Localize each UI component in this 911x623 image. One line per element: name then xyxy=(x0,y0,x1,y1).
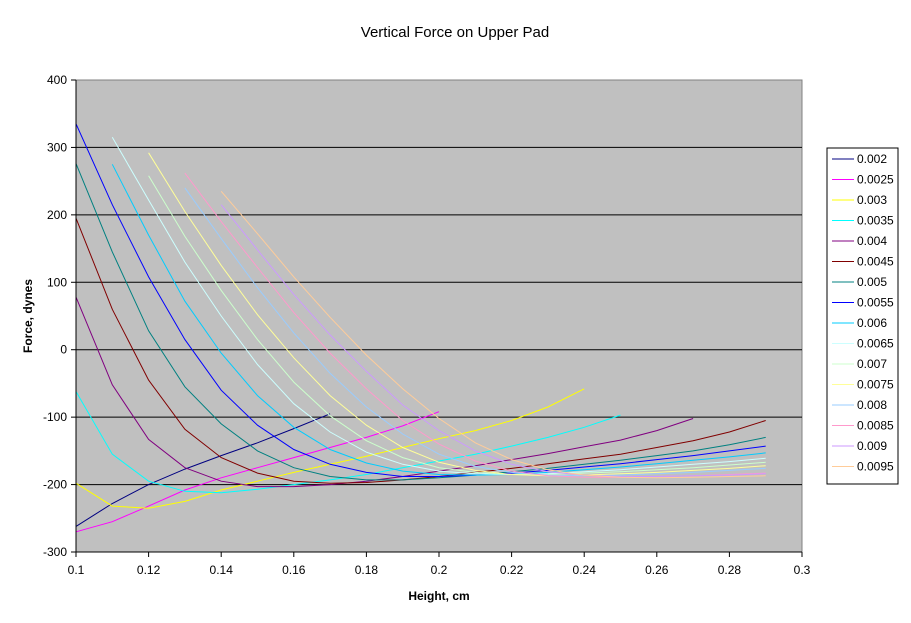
legend-label: 0.0075 xyxy=(857,378,894,392)
x-tick-label: 0.24 xyxy=(573,563,597,577)
plot-area xyxy=(75,79,803,553)
legend-label: 0.0025 xyxy=(857,173,894,187)
series-line-0.0025 xyxy=(75,411,440,533)
x-tick-label: 0.18 xyxy=(355,563,379,577)
legend-label: 0.008 xyxy=(857,398,887,412)
legend-label: 0.003 xyxy=(857,193,887,207)
x-axis-label: Height, cm xyxy=(408,589,469,603)
legend-label: 0.002 xyxy=(857,152,887,166)
series-line-0.007 xyxy=(148,175,766,475)
y-tick-label: -200 xyxy=(43,478,67,492)
x-tick-label: 0.12 xyxy=(137,563,161,577)
y-tick-label: -100 xyxy=(43,410,67,424)
series-line-0.009 xyxy=(220,204,766,477)
legend-label: 0.0045 xyxy=(857,255,894,269)
legend-label: 0.0085 xyxy=(857,419,894,433)
legend-label: 0.005 xyxy=(857,275,887,289)
series-line-0.0065 xyxy=(111,137,766,476)
series-line-0.008 xyxy=(184,187,766,477)
y-tick-label: -300 xyxy=(43,545,67,559)
series-line-0.0075 xyxy=(148,152,766,477)
chart-title: Vertical Force on Upper Pad xyxy=(361,24,549,41)
y-tick-label: 400 xyxy=(47,73,67,87)
x-tick-label: 0.22 xyxy=(500,563,524,577)
x-axis-ticks: 0.1 0.12 0.14 0.16 0.18 0.2 0.22 0.24 0.26 0.28 0.… xyxy=(68,552,811,577)
y-axis-label: Force, dynes xyxy=(21,279,35,353)
series-line-0.0045 xyxy=(75,218,766,484)
x-tick-label: 0.1 xyxy=(68,563,85,577)
series-line-0.006 xyxy=(111,164,766,476)
x-tick-label: 0.2 xyxy=(431,563,448,577)
x-tick-label: 0.14 xyxy=(210,563,234,577)
y-axis-ticks: -300 -200 -100 0 100 200 300 400 xyxy=(43,73,76,559)
x-tick-label: 0.28 xyxy=(718,563,742,577)
series-line-0.002 xyxy=(75,413,331,527)
series-line-0.005 xyxy=(75,163,766,481)
series-line-0.0035 xyxy=(75,391,621,494)
series-line-0.0095 xyxy=(220,190,766,479)
series-group xyxy=(75,123,766,533)
legend-label: 0.0095 xyxy=(857,460,894,474)
y-tick-label: 0 xyxy=(60,343,67,357)
legend-label: 0.007 xyxy=(857,357,887,371)
x-tick-label: 0.26 xyxy=(645,563,669,577)
legend-label: 0.009 xyxy=(857,439,887,453)
y-tick-label: 200 xyxy=(47,208,67,222)
legend-label: 0.004 xyxy=(857,234,887,248)
y-tick-label: 100 xyxy=(47,275,67,289)
gridlines xyxy=(76,146,802,486)
series-line-0.004 xyxy=(75,296,694,488)
x-tick-label: 0.16 xyxy=(282,563,306,577)
legend-label: 0.006 xyxy=(857,316,887,330)
legend-label: 0.0055 xyxy=(857,296,894,310)
x-tick-label: 0.3 xyxy=(794,563,811,577)
legend-label: 0.0065 xyxy=(857,337,894,351)
series-line-0.0055 xyxy=(75,123,766,477)
legend: 0.002 0.0025 0.003 0.0035 0.004 0.0045 0.005 0.… xyxy=(826,147,899,485)
y-tick-label: 300 xyxy=(47,140,67,154)
legend-box xyxy=(826,147,899,485)
legend-label: 0.0035 xyxy=(857,214,894,228)
